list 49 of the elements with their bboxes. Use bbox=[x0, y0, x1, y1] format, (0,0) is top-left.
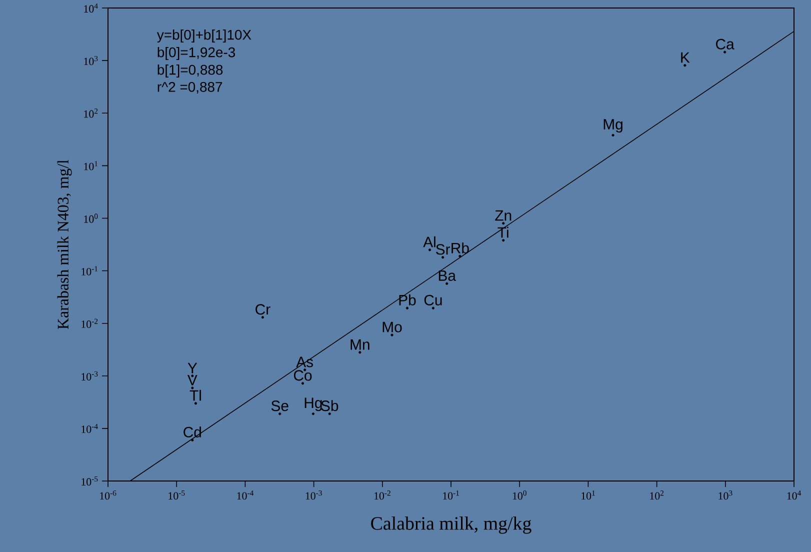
data-label: Mo bbox=[382, 322, 402, 332]
data-label: Se bbox=[271, 400, 288, 412]
x-tick-label: 10$^{4}$ bbox=[787, 490, 802, 500]
data-label: Ca bbox=[716, 38, 734, 50]
data-label: Hg bbox=[304, 398, 322, 412]
data-label: K bbox=[681, 52, 690, 63]
data-label: Zn bbox=[495, 210, 512, 221]
y-tick-label: 10$^{-4}$ bbox=[82, 424, 98, 434]
annotation: b[0]=1,92e-3 bbox=[158, 46, 235, 60]
data-label: Co bbox=[294, 370, 312, 381]
x-tick-label: 10$^{-6}$ bbox=[100, 490, 116, 500]
y-axis-title: Karabash milk N403, mg/l bbox=[57, 160, 72, 330]
y-tick-label: 10$^{-2}$ bbox=[82, 318, 98, 328]
data-label: Sb bbox=[321, 400, 338, 412]
x-tick-label: 10$^{-5}$ bbox=[168, 490, 185, 500]
data-label: Rb bbox=[452, 242, 469, 254]
data-label: Mg bbox=[604, 119, 622, 133]
x-tick-label: 10$^{0}$ bbox=[512, 490, 526, 500]
y-tick-label: 10$^{2}$ bbox=[84, 108, 98, 118]
data-label: Mn bbox=[350, 339, 370, 350]
y-tick-label: 10$^{4}$ bbox=[84, 3, 98, 13]
data-label: Tl bbox=[190, 390, 201, 401]
data-label: V bbox=[187, 374, 198, 386]
x-axis-title: Calabria milk, mg/kg bbox=[371, 516, 532, 534]
x-tick-label: 10$^{3}$ bbox=[718, 490, 732, 500]
data-label: Ti bbox=[498, 226, 508, 238]
x-tick-label: 10$^{-1}$ bbox=[443, 490, 459, 500]
x-tick-label: 10$^{-4}$ bbox=[237, 490, 254, 500]
data-label: Sr bbox=[436, 244, 450, 255]
y-tick-label: 10$^{-1}$ bbox=[82, 266, 98, 276]
y-tick-label: 10$^{-5}$ bbox=[82, 476, 98, 486]
y-tick-label: 10$^{-3}$ bbox=[82, 371, 98, 380]
annotation: y=b[0]+b[1]10X bbox=[156, 29, 252, 42]
data-label: Cd bbox=[184, 426, 201, 438]
data-label: Cu bbox=[424, 294, 442, 306]
y-tick-label: 10$^{0}$ bbox=[84, 214, 98, 223]
annotation: b[1]=0,888 bbox=[158, 64, 223, 78]
x-tick-label: 10$^{1}$ bbox=[582, 490, 595, 500]
data-label: Al bbox=[423, 236, 436, 248]
data-label: Cr bbox=[256, 304, 270, 315]
data-label: Y bbox=[188, 362, 198, 374]
x-tick-label: 10$^{2}$ bbox=[650, 490, 664, 500]
x-tick-label: 10$^{-3}$ bbox=[306, 490, 322, 500]
data-label: Pb bbox=[399, 294, 416, 306]
y-tick-label: 10$^{3}$ bbox=[84, 56, 98, 66]
x-tick-label: 10$^{-2}$ bbox=[374, 490, 390, 500]
y-tick-label: 10$^{1}$ bbox=[84, 161, 98, 170]
data-label: Ba bbox=[438, 270, 456, 281]
annotation: r^2 =0,887 bbox=[158, 82, 222, 94]
